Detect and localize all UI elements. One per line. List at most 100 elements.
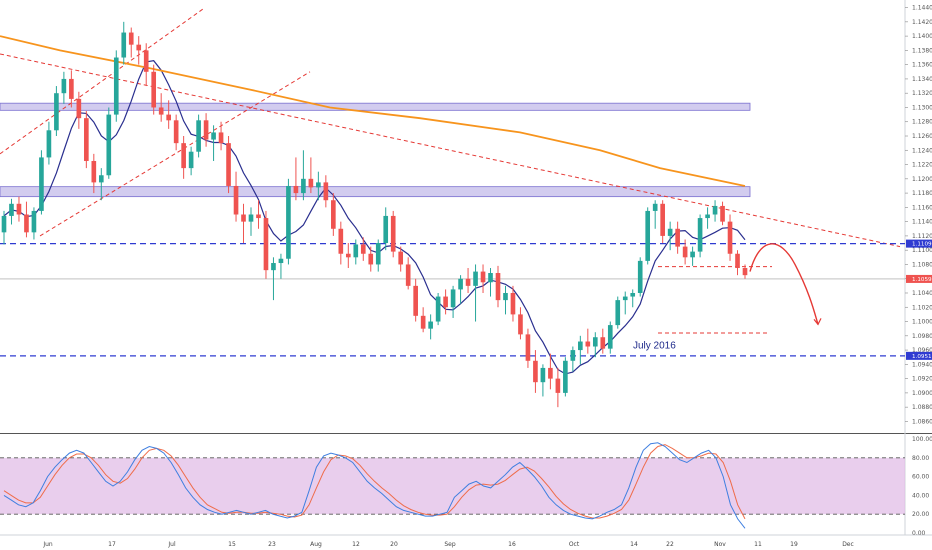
y-tick-label: 1.13000 — [912, 104, 932, 111]
y-tick-label: 1.09000 — [912, 390, 932, 397]
candle — [503, 285, 508, 315]
candle-body — [196, 120, 201, 152]
x-tick-label: Aug — [310, 541, 322, 548]
candle-body — [622, 296, 628, 301]
candle-body — [241, 214, 246, 222]
candle — [9, 198, 14, 225]
x-tick-label: 17 — [108, 541, 116, 548]
candle — [69, 70, 74, 108]
y-tick-label: 1.12200 — [912, 162, 932, 169]
candle — [256, 200, 261, 229]
candle — [525, 328, 531, 368]
y-tick-label: 1.09200 — [912, 376, 932, 383]
candle — [578, 335, 583, 365]
candle — [443, 289, 448, 315]
candle-body — [121, 32, 127, 58]
candle-body — [16, 203, 22, 215]
candle-body — [316, 182, 321, 188]
candle — [667, 221, 673, 251]
candle-body — [592, 337, 598, 347]
candle-body — [435, 296, 441, 322]
candle-body — [645, 210, 651, 261]
candle — [31, 207, 37, 240]
y-tick-label: 1.09600 — [912, 347, 932, 354]
osc-tick-label: 80.00 — [912, 455, 929, 462]
candle — [181, 136, 186, 179]
candle — [39, 150, 44, 215]
projection-arrowhead — [813, 318, 822, 326]
candle — [555, 367, 561, 408]
candle-body — [682, 246, 688, 258]
candle — [54, 86, 59, 137]
osc-tick-label: 20.00 — [912, 511, 929, 518]
candle — [600, 328, 606, 354]
candle-body — [727, 221, 733, 254]
candle-body — [338, 228, 344, 254]
candle-body — [450, 289, 456, 308]
candle-body — [188, 151, 194, 169]
candle-body — [106, 114, 112, 176]
price-label: 1.11092 — [912, 242, 932, 248]
candle-body — [233, 185, 239, 215]
candle-body — [578, 341, 583, 351]
candle-body — [697, 218, 703, 252]
candle — [383, 207, 389, 251]
candle — [645, 207, 651, 265]
candle — [218, 121, 224, 151]
x-tick-label: 11 — [754, 541, 762, 548]
candle-body — [600, 337, 606, 349]
candle-body — [637, 260, 643, 293]
candle — [660, 200, 665, 244]
candle-body — [465, 278, 471, 286]
annotations: July 2016 — [633, 341, 676, 352]
candle-body — [31, 210, 37, 233]
candle-body — [301, 178, 306, 194]
candle — [331, 193, 336, 236]
candle-body — [712, 205, 718, 215]
candle-body — [413, 285, 418, 316]
candle-body — [428, 321, 433, 329]
candle-body — [555, 378, 561, 393]
candle-body — [660, 203, 665, 236]
candle — [637, 257, 643, 297]
candle-body — [256, 214, 261, 219]
candle — [413, 278, 418, 322]
y-tick-label: 1.12000 — [912, 176, 932, 183]
candle-body — [61, 78, 67, 94]
candle — [727, 214, 733, 261]
y-tick-label: 1.14200 — [912, 19, 932, 26]
candle-body — [293, 185, 299, 194]
y-tick-label: 1.11200 — [912, 233, 932, 240]
candle-body — [128, 32, 134, 45]
x-tick-label: 14 — [630, 541, 638, 548]
candle — [458, 275, 463, 304]
candle — [697, 214, 703, 258]
candle — [166, 100, 171, 129]
x-tick-label: Jun — [42, 541, 53, 548]
candle — [473, 264, 478, 322]
x-tick-label: 22 — [666, 541, 674, 548]
candle-body — [548, 367, 553, 379]
projection-arrow — [749, 243, 819, 325]
candle — [607, 321, 613, 354]
x-tick-label: 12 — [352, 541, 360, 548]
lower-channel-line — [39, 71, 311, 237]
y-tick-label: 1.13800 — [912, 47, 932, 54]
candle-body — [510, 292, 516, 315]
x-tick-label: Sep — [444, 541, 456, 548]
candle — [286, 178, 291, 265]
x-tick-label: 15 — [228, 541, 236, 548]
candle — [360, 237, 366, 261]
x-tick-label: 16 — [508, 541, 516, 548]
candle — [345, 243, 351, 269]
candle — [16, 196, 22, 222]
y-tick-label: 1.10400 — [912, 290, 932, 297]
candle-body — [113, 57, 119, 115]
candle-body — [353, 244, 359, 258]
candle-body — [181, 143, 186, 169]
candle-body — [166, 114, 171, 121]
candle — [548, 353, 553, 390]
candle-body — [398, 251, 404, 265]
x-tick-label: Dec — [842, 541, 854, 548]
candle-body — [390, 215, 396, 252]
